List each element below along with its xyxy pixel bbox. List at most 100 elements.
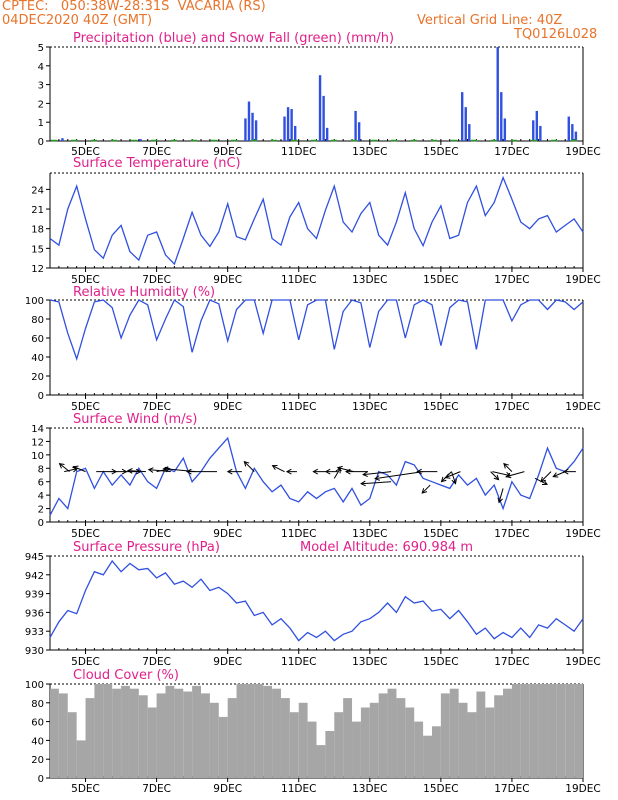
panel-1: Surface Temperature (nC) 12 15 18 21 24 5DEC 7D… (31, 156, 600, 286)
y-tick-label: 933 (25, 627, 44, 638)
cloud-bar (201, 693, 210, 778)
cloud-bar (192, 685, 202, 778)
cloud-bar (85, 698, 95, 778)
wind-arrow (445, 471, 461, 479)
x-tick-label: 15DEC (423, 528, 458, 540)
wind-arrow (421, 484, 431, 494)
x-tick-label: 9DEC (213, 146, 242, 158)
wind-arrow-head (285, 468, 292, 475)
x-tick-label: 19DEC (565, 401, 600, 413)
x-tick-label: 9DEC (213, 274, 242, 286)
x-tick-label: 17DEC (494, 146, 529, 158)
cloud-bar (458, 702, 468, 778)
cloud-bar (423, 735, 432, 778)
precip-bar (254, 120, 258, 141)
precip-bar (247, 101, 251, 141)
x-tick-label: 13DEC (352, 146, 387, 158)
x-tick-label: 17DEC (494, 528, 529, 540)
cloud-bar (103, 684, 113, 778)
x-tick-label: 7DEC (142, 656, 171, 668)
series-line (49, 436, 584, 516)
wind-arrow-head (493, 474, 500, 481)
y-tick-label: 0 (38, 137, 44, 148)
x-tick-label: 15DEC (423, 401, 458, 413)
wind-arrow-head (271, 464, 278, 471)
wind-arrow (363, 471, 392, 476)
wind-arrow-head (72, 465, 79, 471)
y-tick-label: 2 (38, 505, 44, 516)
wind-arrow (59, 463, 70, 473)
wind-arrow-head (58, 462, 65, 469)
cloud-bar (396, 698, 406, 778)
cloud-bar (440, 693, 450, 778)
x-tick-label: 5DEC (71, 783, 100, 795)
y-tick-label: 1 (38, 118, 44, 129)
wind-arrow (498, 488, 504, 503)
x-tick-label: 5DEC (71, 146, 100, 158)
cloud-bar (387, 688, 397, 778)
y-tick-label: 40 (31, 736, 44, 747)
wind-arrow-head (416, 468, 422, 475)
wind-arrow-head (552, 472, 559, 478)
y-tick-label: 80 (31, 699, 44, 710)
x-tick-label: 15DEC (423, 274, 458, 286)
cloud-bar (343, 698, 353, 778)
cloud-bar (378, 693, 388, 778)
x-tick-label: 11DEC (281, 146, 316, 158)
y-tick-label: 100 (25, 296, 44, 307)
wind-arrow (73, 466, 86, 473)
y-tick-label: 6 (38, 478, 44, 489)
cloud-bar (449, 688, 459, 778)
x-tick-label: 11DEC (281, 656, 316, 668)
x-tick-label: 11DEC (281, 528, 316, 540)
wind-arrow (361, 481, 392, 485)
panel-title: Cloud Cover (%) (73, 668, 179, 683)
panel-title: Surface Temperature (nC) (73, 156, 241, 171)
cloud-bar (414, 721, 424, 778)
y-tick-label: 0 (38, 518, 44, 529)
x-tick-label: 11DEC (281, 274, 316, 286)
cloud-bar (520, 684, 530, 778)
y-tick-label: 15 (31, 244, 44, 255)
precip-bar (496, 47, 499, 141)
wind-arrow-head (243, 460, 250, 467)
x-tick-label: 19DEC (565, 274, 600, 286)
cloud-bar (405, 707, 415, 778)
precip-bar (354, 110, 357, 141)
wind-arrow (553, 471, 566, 478)
wind-arrow-head (324, 468, 331, 475)
cloud-bar (538, 684, 548, 778)
panel-0: Precipitation (blue) and Snow Fall (gree… (38, 31, 601, 158)
precip-bar (325, 127, 329, 141)
cloud-bar (183, 691, 193, 778)
precip-bar (535, 110, 539, 141)
x-tick-label: 11DEC (281, 401, 316, 413)
wind-arrow (243, 461, 255, 472)
wind-arrow-head (503, 462, 509, 469)
cloud-bar (121, 685, 130, 778)
y-tick-label: 939 (25, 590, 44, 601)
cloud-bar (316, 745, 326, 778)
wind-arrow-head (374, 475, 380, 481)
cloud-bar (289, 712, 299, 778)
x-tick-label: 19DEC (565, 146, 600, 158)
cloud-bar (307, 721, 317, 778)
y-tick-label: 80 (31, 315, 44, 326)
cloud-bar (156, 693, 166, 778)
station-header: CPTEC: 050:38W-28:31S VACARIA (RS) (2, 0, 266, 14)
y-tick-label: 12 (31, 437, 44, 448)
precip-bar (322, 95, 325, 141)
precip-bar (532, 120, 535, 141)
cloud-bar (298, 702, 308, 778)
cloud-bar (431, 726, 441, 778)
panel-2: Relative Humidity (%) 0 20 40 60 80 100 5DEC 7DE… (25, 285, 601, 413)
precip-bar (286, 107, 290, 141)
panel-title: Precipitation (blue) and Snow Fall (gree… (73, 31, 394, 46)
panel-title: Surface Pressure (hPa) (73, 540, 220, 555)
x-tick-label: 5DEC (71, 656, 100, 668)
y-tick-label: 936 (25, 608, 44, 619)
x-tick-label: 7DEC (142, 274, 171, 286)
wind-arrow (337, 467, 354, 473)
